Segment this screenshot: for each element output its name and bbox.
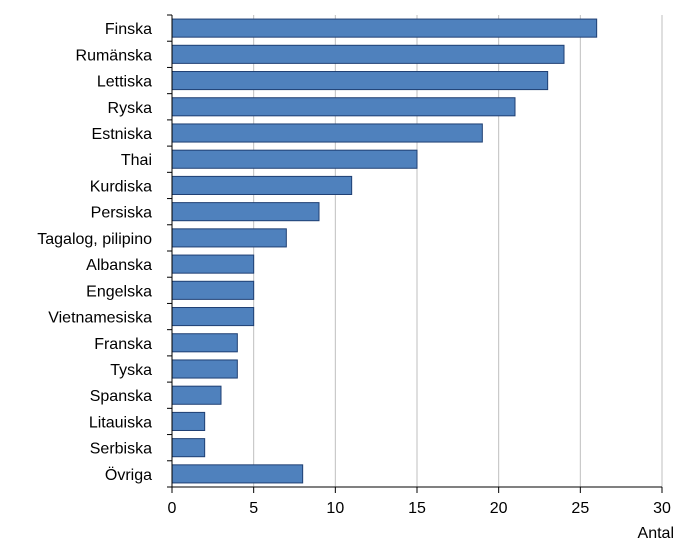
- x-tick-label: 30: [653, 500, 671, 517]
- category-labels: Finska Rumänska Lettiska Ryska Estniska Thai K…: [37, 14, 172, 488]
- bar: [171, 44, 565, 64]
- category-label: Estniska: [92, 126, 153, 143]
- category-label: Litauiska: [89, 414, 152, 431]
- bar: [171, 123, 483, 143]
- bar: [171, 411, 206, 431]
- category-label: Spanska: [90, 388, 152, 405]
- category-label: Kurdiska: [90, 178, 152, 195]
- bars: [171, 18, 598, 484]
- bar: [171, 359, 238, 379]
- bar: [171, 175, 353, 195]
- bar: [171, 385, 222, 405]
- bar: [171, 307, 255, 327]
- bar: [171, 228, 287, 248]
- bar: [171, 438, 206, 458]
- bar: [171, 71, 549, 91]
- bar: [171, 202, 320, 222]
- category-label: Vietnamesiska: [48, 310, 152, 327]
- category-label: Rumänska: [76, 47, 153, 64]
- bar: [171, 333, 238, 353]
- category-label: Persiska: [91, 205, 152, 222]
- bar: [171, 254, 255, 274]
- category-label: Thai: [121, 152, 152, 169]
- category-label: Ryska: [108, 100, 153, 117]
- category-label: Serbiska: [90, 441, 152, 458]
- bar: [171, 464, 304, 484]
- category-label: Engelska: [86, 283, 152, 300]
- x-tick-label: 15: [408, 500, 426, 517]
- gridlines: [253, 15, 663, 487]
- x-tick-label: 20: [490, 500, 508, 517]
- x-tick-label: 0: [168, 500, 177, 517]
- x-tick-label: 5: [249, 500, 258, 517]
- category-label: Övriga: [105, 466, 152, 484]
- category-label: Franska: [94, 336, 152, 353]
- category-label: Finska: [105, 21, 152, 38]
- x-tick-label: 25: [571, 500, 589, 517]
- bar: [171, 280, 255, 300]
- bar: [171, 18, 598, 38]
- category-label: Tagalog, pilipino: [37, 231, 152, 248]
- category-label: Tyska: [110, 362, 152, 379]
- bar: [171, 149, 418, 169]
- category-label: Albanska: [86, 257, 152, 274]
- x-tick-label: 10: [326, 500, 344, 517]
- x-ticks: 0 5 10 15 20 25 30: [168, 487, 671, 517]
- bar: [171, 97, 516, 117]
- category-label: Lettiska: [97, 74, 152, 91]
- x-axis-title: Antal: [638, 525, 674, 542]
